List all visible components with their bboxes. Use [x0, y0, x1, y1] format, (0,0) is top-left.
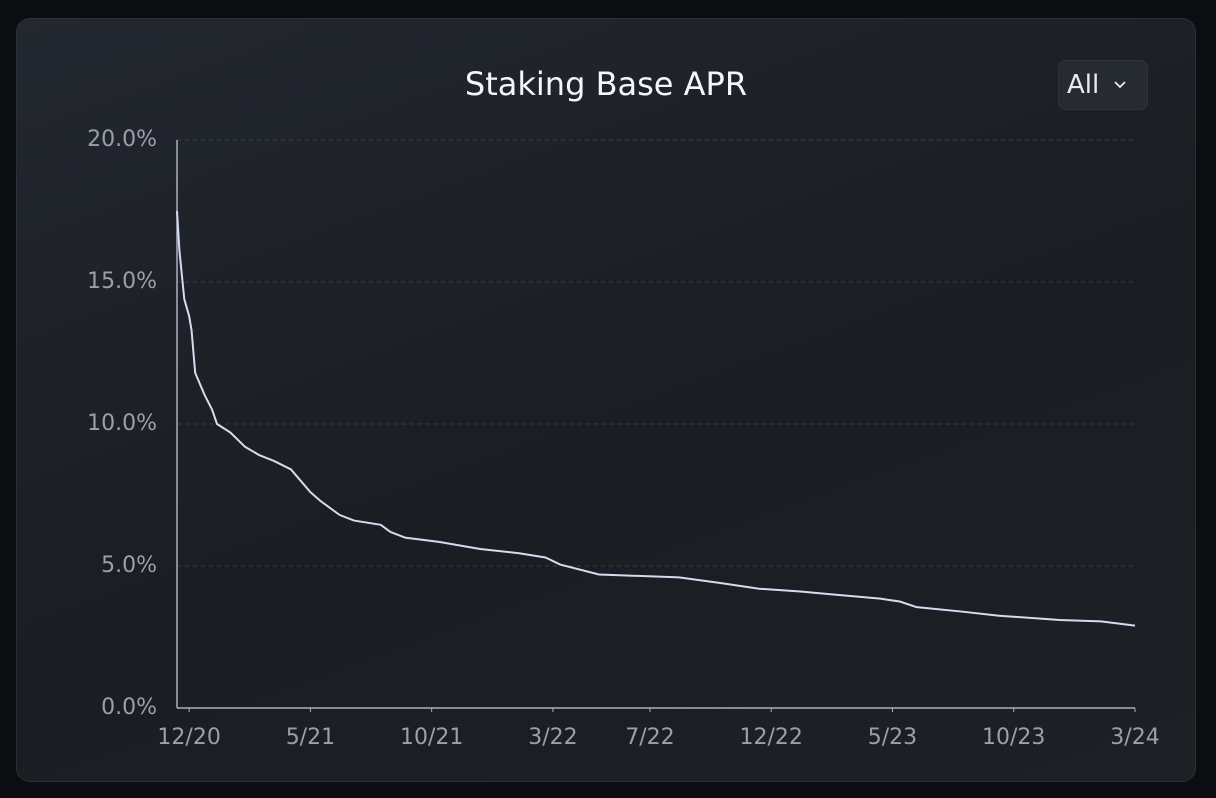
- x-tick-label: 5/21: [286, 725, 335, 750]
- y-tick-label: 10.0%: [87, 411, 157, 436]
- x-tick-label: 10/23: [982, 725, 1045, 750]
- x-tick-label: 3/24: [1110, 725, 1159, 750]
- y-tick-label: 20.0%: [87, 127, 157, 152]
- chart-card: [16, 18, 1196, 782]
- x-tick-label: 7/22: [625, 725, 674, 750]
- data-line: [176, 210, 1136, 627]
- range-label: All: [1067, 70, 1100, 100]
- y-tick-label: 15.0%: [87, 269, 157, 294]
- x-tick-label: 12/22: [739, 725, 802, 750]
- chevron-icon: [1114, 81, 1126, 89]
- x-tick-label: 12/20: [157, 725, 220, 750]
- y-tick-label: 0.0%: [101, 695, 157, 720]
- x-tick-label: 10/21: [400, 725, 463, 750]
- x-tick-label: 3/22: [528, 725, 577, 750]
- x-tick-label: 5/23: [868, 725, 917, 750]
- y-tick-label: 5.0%: [101, 553, 157, 578]
- range-dropdown[interactable]: All: [1058, 60, 1148, 110]
- chart-title: Staking Base APR: [465, 65, 747, 103]
